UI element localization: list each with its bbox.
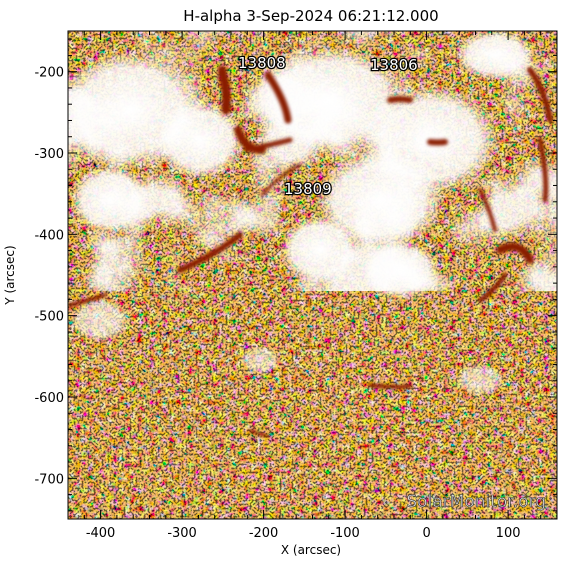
y-tick-label: -700 xyxy=(34,472,64,487)
x-axis-ticks: -400 -300 -200 -100 0 100 xyxy=(67,31,558,541)
region-label-13808: 13808 xyxy=(238,54,286,72)
x-tick-label: -400 xyxy=(86,526,116,541)
x-axis-label: X (arcsec) xyxy=(281,543,341,557)
region-labels: 13808 13808 13806 13806 13809 13809 xyxy=(237,53,419,200)
x-tick-label: 0 xyxy=(422,526,430,541)
y-axis-label: Y (arcsec) xyxy=(3,245,17,305)
region-label-13808-shadow: 13808 xyxy=(238,54,286,72)
region-label-13809-shadow: 13809 xyxy=(284,180,332,198)
region-label-13809: 13809 xyxy=(284,180,332,198)
y-axis-ticks: -200 -300 -400 -500 -600 -700 xyxy=(34,38,557,512)
x-tick-label: 100 xyxy=(496,526,521,541)
y-tick-label: -400 xyxy=(34,228,64,243)
watermark: SolarMonitor.org xyxy=(406,492,546,512)
y-tick-label: -600 xyxy=(34,391,64,406)
x-tick-label: -200 xyxy=(249,526,279,541)
chart-title: H-alpha 3-Sep-2024 06:21:12.000 xyxy=(183,7,438,25)
filaments xyxy=(68,65,553,438)
plage-speckle xyxy=(68,31,557,291)
x-tick-label: -100 xyxy=(330,526,360,541)
y-tick-label: -200 xyxy=(34,66,64,81)
y-tick-label: -300 xyxy=(34,147,64,162)
region-label-13806: 13806 xyxy=(370,56,418,74)
x-tick-label: -300 xyxy=(167,526,197,541)
halpha-image xyxy=(68,31,557,519)
region-label-13806-shadow: 13806 xyxy=(370,56,418,74)
y-tick-label: -500 xyxy=(34,310,64,325)
